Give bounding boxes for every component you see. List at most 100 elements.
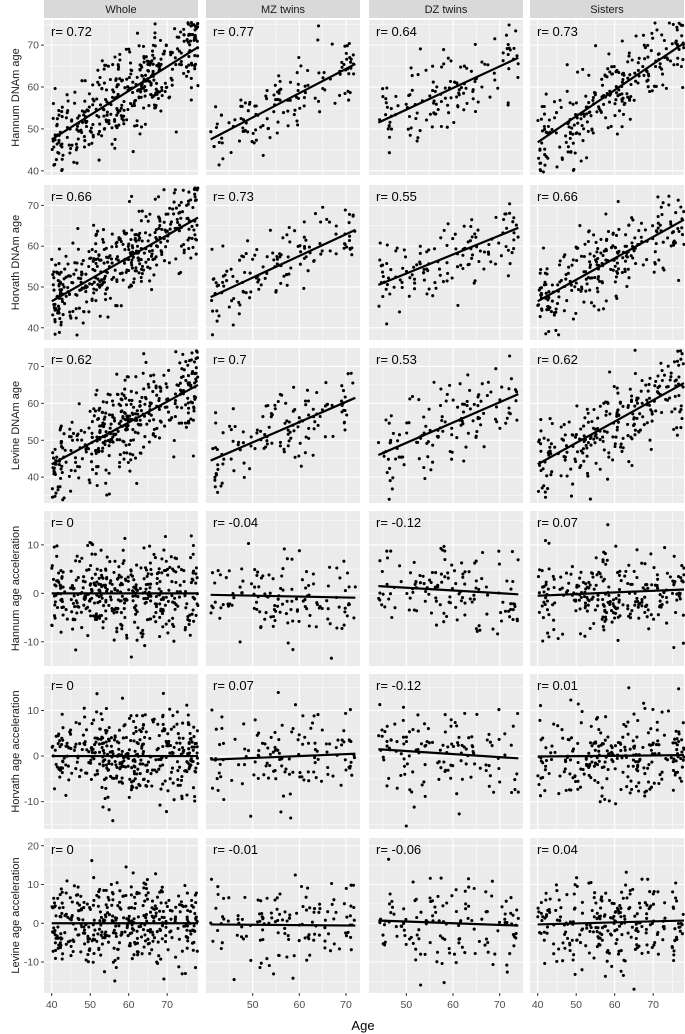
data-point bbox=[486, 63, 490, 67]
data-point bbox=[265, 117, 269, 121]
data-point bbox=[190, 63, 194, 67]
data-point bbox=[619, 445, 623, 449]
data-point bbox=[173, 188, 177, 192]
data-point bbox=[576, 779, 580, 783]
data-point bbox=[233, 737, 237, 741]
data-point bbox=[675, 598, 679, 602]
data-point bbox=[682, 746, 685, 750]
data-point bbox=[154, 87, 158, 91]
data-point bbox=[279, 757, 283, 761]
data-point bbox=[242, 475, 246, 479]
data-point bbox=[137, 44, 141, 48]
data-point bbox=[130, 263, 134, 267]
data-point bbox=[326, 584, 330, 588]
data-point bbox=[597, 744, 601, 748]
data-point bbox=[221, 280, 225, 284]
data-point bbox=[130, 398, 134, 402]
data-point bbox=[461, 575, 465, 579]
correlation-label: r= 0.55 bbox=[376, 189, 417, 204]
data-point bbox=[458, 382, 462, 386]
data-point bbox=[551, 574, 555, 578]
data-point bbox=[136, 89, 140, 93]
data-point bbox=[186, 401, 190, 405]
data-point bbox=[89, 126, 93, 130]
data-point bbox=[634, 79, 638, 83]
data-point bbox=[98, 283, 102, 287]
data-point bbox=[89, 587, 93, 592]
data-point bbox=[314, 625, 318, 629]
data-point bbox=[610, 620, 614, 624]
data-point bbox=[152, 615, 156, 619]
data-point bbox=[67, 143, 71, 147]
data-point bbox=[84, 771, 88, 775]
data-point bbox=[282, 274, 286, 278]
data-point bbox=[628, 791, 632, 795]
correlation-label: r= -0.12 bbox=[376, 678, 421, 693]
data-point bbox=[89, 614, 93, 618]
data-point bbox=[54, 263, 58, 267]
data-point bbox=[445, 614, 449, 619]
data-point bbox=[194, 237, 198, 241]
data-point bbox=[563, 767, 567, 771]
data-point bbox=[480, 577, 484, 581]
data-point bbox=[164, 568, 168, 572]
data-point bbox=[212, 144, 216, 149]
data-point bbox=[283, 770, 287, 774]
data-point bbox=[538, 315, 542, 319]
data-point bbox=[639, 221, 644, 225]
data-point bbox=[506, 248, 510, 252]
data-point bbox=[75, 554, 79, 558]
data-point bbox=[304, 586, 308, 590]
data-point bbox=[91, 259, 95, 263]
data-point bbox=[82, 113, 86, 117]
data-point bbox=[446, 271, 450, 275]
data-point bbox=[104, 728, 108, 732]
data-point bbox=[108, 393, 112, 397]
data-point bbox=[574, 779, 578, 784]
data-point bbox=[559, 105, 563, 109]
data-point bbox=[255, 428, 259, 432]
data-point bbox=[180, 797, 184, 801]
data-point bbox=[548, 449, 552, 453]
data-point bbox=[587, 230, 591, 234]
data-point bbox=[269, 615, 273, 619]
data-point bbox=[320, 606, 324, 611]
data-point bbox=[586, 420, 590, 424]
data-point bbox=[544, 130, 548, 134]
data-point bbox=[627, 614, 631, 618]
data-point bbox=[135, 638, 139, 642]
y-tick-label: 10 bbox=[27, 879, 39, 891]
data-point bbox=[248, 296, 252, 300]
data-point bbox=[437, 267, 442, 271]
data-point bbox=[647, 382, 651, 386]
data-point bbox=[456, 104, 460, 108]
data-point bbox=[592, 407, 596, 412]
data-point bbox=[587, 599, 591, 603]
data-point bbox=[337, 605, 341, 609]
data-point bbox=[121, 414, 125, 419]
data-point bbox=[660, 770, 664, 774]
data-point bbox=[91, 103, 95, 107]
data-point bbox=[441, 743, 445, 747]
data-point bbox=[122, 607, 126, 611]
data-point bbox=[447, 111, 451, 115]
data-point bbox=[76, 247, 80, 251]
data-point bbox=[422, 415, 426, 419]
data-point bbox=[538, 168, 542, 172]
data-point bbox=[574, 432, 578, 437]
data-point bbox=[347, 41, 351, 46]
data-point bbox=[335, 566, 339, 570]
data-point bbox=[328, 249, 332, 253]
data-point bbox=[422, 465, 426, 470]
data-point bbox=[230, 778, 234, 782]
data-point bbox=[676, 226, 680, 231]
data-point bbox=[230, 603, 234, 607]
data-point bbox=[51, 101, 55, 106]
data-point bbox=[80, 438, 84, 442]
data-point bbox=[55, 455, 59, 459]
data-point bbox=[464, 86, 468, 90]
data-point bbox=[83, 139, 87, 143]
data-point bbox=[593, 434, 597, 438]
data-point bbox=[268, 752, 272, 756]
data-point bbox=[144, 730, 148, 734]
